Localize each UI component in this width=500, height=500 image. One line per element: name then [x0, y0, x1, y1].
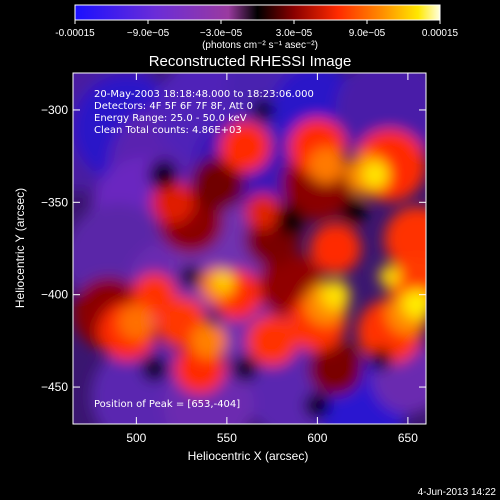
- y-tick-label: −300: [41, 103, 68, 117]
- heatmap-blob: [132, 272, 177, 317]
- heatmap-blob: [321, 280, 350, 310]
- heatmap-blob: [378, 265, 401, 288]
- annotation-counts: Clean Total counts: 4.86E+03: [94, 125, 242, 136]
- heatmap-blob: [190, 156, 245, 211]
- heatmap-dark-spot: [340, 198, 367, 225]
- colorbar-tick-label: 9.0e−05: [349, 28, 386, 39]
- heatmap-blob: [150, 180, 195, 225]
- x-tick-label: 650: [398, 431, 418, 445]
- heatmap-blob: [244, 193, 282, 230]
- heatmap-blob: [219, 121, 271, 173]
- plot-frame: [72, 72, 427, 425]
- heatmap-blob: [118, 304, 155, 341]
- heatmap-blob: [310, 223, 361, 274]
- annotation-detectors: Detectors: 4F 5F 6F 7F 8F, Att 0: [94, 101, 253, 112]
- colorbar-tick-label: −9.0e−05: [127, 28, 170, 39]
- annotation-energy: Energy Range: 25.0 - 50.0 keV: [94, 113, 247, 124]
- heatmap-dark-spot: [232, 355, 258, 382]
- y-tick-label: −450: [41, 380, 68, 394]
- x-tick-label: 550: [217, 431, 237, 445]
- heatmap-dark-spot: [149, 160, 178, 190]
- heatmap-blob: [308, 147, 345, 184]
- heatmap-blob: [384, 206, 426, 272]
- heatmap-dark-spot: [304, 392, 331, 419]
- x-tick-label: 600: [307, 431, 327, 445]
- colorbar-tick-label: −3.0e−05: [200, 28, 243, 39]
- colorbar: [74, 4, 441, 21]
- peak-position-label: Position of Peak = [653,-404]: [94, 399, 240, 410]
- footer-date: 4-Jun-2013 14:22: [418, 487, 497, 498]
- y-tick-label: −400: [41, 288, 68, 302]
- x-axis-label: Heliocentric X (arcsec): [188, 449, 309, 463]
- heatmap-blob: [308, 341, 363, 396]
- heatmap-dark-spot: [141, 355, 168, 382]
- heatmap-dark-spot: [252, 99, 274, 121]
- heatmap-image: [73, 73, 426, 424]
- heatmap-blob: [190, 322, 227, 359]
- colorbar-tick-label: -0.00015: [55, 28, 95, 39]
- x-tick-label: 500: [126, 431, 146, 445]
- heatmap-dark-spot: [369, 348, 392, 371]
- y-axis-label: Heliocentric Y (arcsec): [13, 188, 27, 308]
- colorbar-tick-label: 0.00015: [422, 28, 459, 39]
- annotation-time: 20-May-2003 18:18:48.000 to 18:23:06.000: [94, 89, 314, 100]
- x-axis-ticks: 500 550 600 650: [126, 73, 418, 445]
- colorbar-tick-label: 3.0e−05: [276, 28, 313, 39]
- heatmap-blob: [246, 315, 298, 367]
- heatmap-dark-spot: [275, 206, 305, 236]
- heatmap-dark-spot: [179, 265, 202, 288]
- heatmap-blob: [402, 289, 426, 319]
- heatmap-blob: [362, 161, 388, 188]
- annotation-block: 20-May-2003 18:18:48.000 to 18:23:06.000…: [94, 89, 314, 136]
- colorbar-ticks: -0.00015 −9.0e−05 −3.0e−05 3.0e−05 9.0e−05 0.…: [55, 20, 459, 39]
- colorbar-unit-label: (photons cm⁻² s⁻¹ asec⁻²): [202, 40, 318, 51]
- chart-title: Reconstructed RHESSI Image: [149, 53, 352, 70]
- y-tick-label: −350: [41, 195, 68, 209]
- y-axis-ticks: −300 −350 −400 −450: [41, 103, 426, 394]
- heatmap-blob: [212, 270, 235, 293]
